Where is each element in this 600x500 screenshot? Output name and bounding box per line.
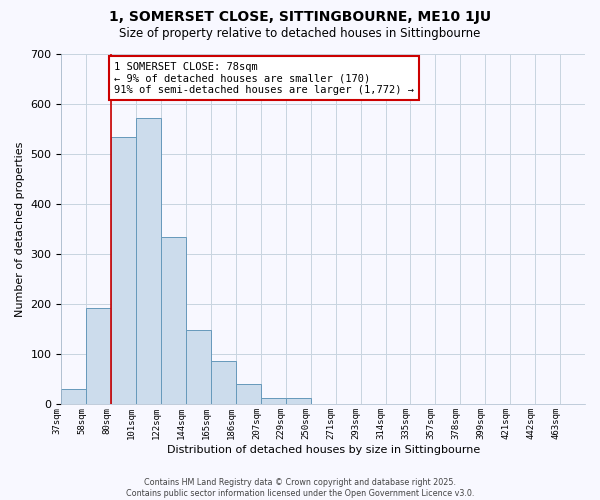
X-axis label: Distribution of detached houses by size in Sittingbourne: Distribution of detached houses by size …: [167, 445, 480, 455]
Bar: [211, 361, 236, 405]
Bar: [111, 136, 136, 404]
Text: Contains HM Land Registry data © Crown copyright and database right 2025.
Contai: Contains HM Land Registry data © Crown c…: [126, 478, 474, 498]
Y-axis label: Number of detached properties: Number of detached properties: [15, 142, 25, 317]
Bar: [186, 330, 211, 404]
Text: 1 SOMERSET CLOSE: 78sqm
← 9% of detached houses are smaller (170)
91% of semi-de: 1 SOMERSET CLOSE: 78sqm ← 9% of detached…: [114, 62, 414, 94]
Bar: [61, 390, 86, 404]
Bar: [161, 236, 186, 404]
Bar: [261, 398, 286, 404]
Bar: [136, 118, 161, 405]
Text: 1, SOMERSET CLOSE, SITTINGBOURNE, ME10 1JU: 1, SOMERSET CLOSE, SITTINGBOURNE, ME10 1…: [109, 10, 491, 24]
Text: Size of property relative to detached houses in Sittingbourne: Size of property relative to detached ho…: [119, 28, 481, 40]
Bar: [236, 384, 261, 404]
Bar: [286, 398, 311, 404]
Bar: [86, 308, 111, 404]
